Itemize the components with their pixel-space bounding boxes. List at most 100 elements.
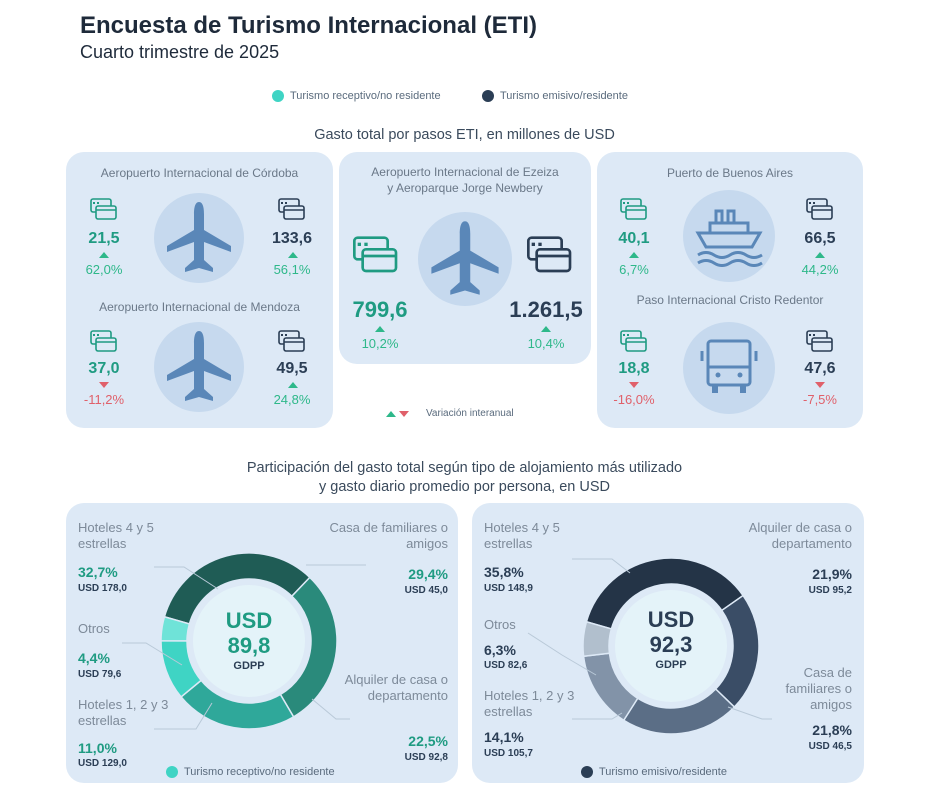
arrow-up-icon [629, 252, 639, 258]
arrow-up-icon [288, 252, 298, 258]
cordoba-emisivo-var: 56,1% [273, 262, 311, 277]
legend-receptivo-dot [166, 766, 178, 778]
section-title-alojamiento-1: Participación del gasto total según tipo… [246, 460, 683, 476]
mendoza-receptivo-var: -11,2% [83, 392, 125, 407]
credit-card-icon [90, 330, 117, 352]
paso-name-ezeiza: Aeropuerto Internacional de Ezeiza [371, 165, 559, 179]
airplane-icon [418, 212, 512, 306]
emi-pct-casa: 21,8% [812, 722, 852, 738]
legend-variacion-label: Variación interanual [426, 408, 514, 419]
leader-line [527, 632, 597, 676]
rec-usd-h123: USD 129,0 [78, 758, 127, 769]
rec-label-otros: Otros [78, 621, 110, 636]
emi-label-alquiler: Alquiler de casa o departamento [748, 520, 852, 551]
arrow-down-icon [629, 382, 639, 388]
cristo-receptivo-var: -16,0% [613, 392, 655, 407]
ezeiza-receptivo-value: 799,6 [352, 297, 408, 322]
emi-pct-otros: 6,3% [484, 642, 516, 658]
receptivo-center-value: 89,8 [227, 633, 271, 658]
arrow-down-icon [99, 382, 109, 388]
receptivo-center-label: GDPP [233, 660, 265, 672]
arrow-up-icon [288, 382, 298, 388]
mendoza-emisivo-var: 24,8% [273, 392, 311, 407]
emi-label-h45: Hoteles 4 y 5 estrellas [484, 520, 560, 551]
puerto-receptivo-var: 6,7% [619, 262, 649, 277]
legend-emisivo-dot [482, 90, 494, 102]
paso-name-mendoza: Aeropuerto Internacional de Mendoza [99, 300, 300, 314]
arrow-down-icon [399, 410, 409, 417]
rec-usd-h45: USD 178,0 [78, 583, 127, 594]
paso-name-cordoba: Aeropuerto Internacional de Córdoba [100, 166, 299, 180]
leader-line [154, 566, 219, 590]
legend-receptivo-label: Turismo receptivo/no residente [290, 90, 441, 102]
donut-center [193, 585, 305, 697]
page-title: Encuesta de Turismo Internacional (ETI) [80, 12, 537, 39]
section-title-alojamiento-2: y gasto diario promedio por persona, en … [319, 479, 610, 495]
rec-pct-h123: 11,0% [78, 740, 117, 756]
rec-label-alquiler: Alquiler de casa o departamento [344, 672, 448, 703]
rec-usd-alquiler: USD 92,8 [404, 752, 448, 763]
credit-card-icon [806, 330, 833, 352]
legend-emisivo-label: Turismo emisivo/residente [500, 90, 628, 102]
receptivo-footer: Turismo receptivo/no residente [166, 766, 335, 778]
arrow-up-icon [99, 252, 109, 258]
credit-card-icon [526, 236, 572, 273]
legend-emisivo: Turismo emisivo/residente [482, 90, 628, 102]
ezeiza-emisivo-value: 1.261,5 [509, 297, 583, 322]
rec-pct-casa: 29,4% [408, 566, 448, 582]
arrow-up-icon [541, 326, 551, 332]
emi-label-h123: Hoteles 1, 2 y 3 estrellas [484, 688, 575, 719]
rec-pct-h45: 32,7% [78, 564, 118, 580]
arrow-up-icon [815, 252, 825, 258]
arrow-down-icon [815, 382, 825, 388]
donut-slice-otros [582, 620, 613, 658]
arrow-up-icon [375, 326, 385, 332]
mendoza-emisivo-value: 49,5 [276, 360, 308, 377]
cristo-emisivo-var: -7,5% [803, 392, 837, 407]
paso-name-puerto: Puerto de Buenos Aires [666, 166, 794, 180]
puerto-receptivo-value: 40,1 [618, 230, 650, 247]
arrow-up-icon [386, 410, 396, 417]
puerto-emisivo-var: 44,2% [801, 262, 839, 277]
section-title-gasto: Gasto total por pasos ETI, en millones d… [314, 127, 615, 143]
emisivo-donut-chart [527, 557, 772, 735]
airplane-icon [154, 193, 244, 283]
leader-line [311, 698, 350, 720]
ship-icon [683, 190, 775, 282]
leader-line [154, 702, 213, 730]
credit-card-icon [278, 330, 305, 352]
emisivo-footer-label: Turismo emisivo/residente [599, 766, 727, 778]
rec-label-casa: Casa de familiares o amigos [329, 520, 449, 551]
leader-line [572, 712, 623, 720]
credit-card-icon [620, 330, 647, 352]
emi-usd-alquiler: USD 95,2 [808, 585, 852, 596]
donut-slice-otros [160, 615, 191, 642]
rec-pct-alquiler: 22,5% [408, 733, 448, 749]
rec-label-h45: Hoteles 4 y 5 estrellas [78, 520, 154, 551]
emi-label-otros: Otros [484, 617, 516, 632]
cristo-emisivo-value: 47,6 [804, 360, 836, 377]
emisivo-footer: Turismo emisivo/residente [581, 766, 727, 778]
leader-line [572, 558, 631, 574]
ezeiza-emisivo-var: 10,4% [527, 336, 565, 351]
legend-variacion: Variación interanual [386, 408, 514, 419]
airplane-icon [154, 322, 244, 412]
legend-emisivo-dot [581, 766, 593, 778]
emi-usd-h123: USD 105,7 [484, 748, 533, 759]
paso-name-ezeiza-2: y Aeroparque Jorge Newbery [387, 181, 543, 195]
ezeiza-receptivo-var: 10,2% [361, 336, 399, 351]
emisivo-center-currency: USD [647, 607, 695, 632]
rec-pct-otros: 4,4% [78, 650, 110, 666]
emi-usd-otros: USD 82,6 [484, 660, 528, 671]
credit-card-icon [620, 198, 647, 220]
receptivo-center-currency: USD [225, 608, 273, 633]
emi-pct-alquiler: 21,9% [812, 566, 852, 582]
emi-pct-h123: 14,1% [484, 729, 524, 745]
leader-line [727, 706, 772, 720]
page-subtitle: Cuarto trimestre de 2025 [80, 42, 280, 62]
credit-card-icon [278, 198, 305, 220]
emi-usd-h45: USD 148,9 [484, 583, 533, 594]
puerto-emisivo-value: 66,5 [804, 230, 836, 247]
cordoba-receptivo-var: 62,0% [85, 262, 123, 277]
legend-receptivo-dot [272, 90, 284, 102]
